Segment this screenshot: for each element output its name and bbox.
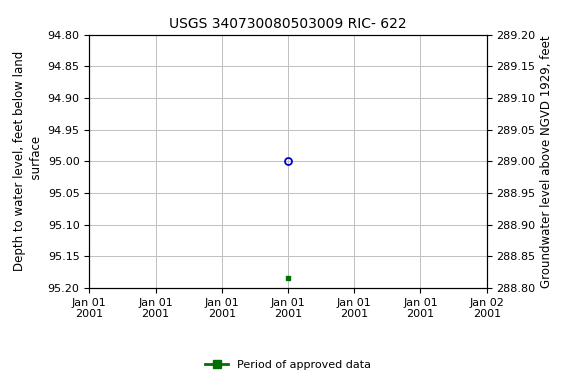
Y-axis label: Groundwater level above NGVD 1929, feet: Groundwater level above NGVD 1929, feet (540, 35, 553, 288)
Title: USGS 340730080503009 RIC- 622: USGS 340730080503009 RIC- 622 (169, 17, 407, 31)
Y-axis label: Depth to water level, feet below land
  surface: Depth to water level, feet below land su… (13, 51, 43, 271)
Legend: Period of approved data: Period of approved data (201, 356, 375, 375)
